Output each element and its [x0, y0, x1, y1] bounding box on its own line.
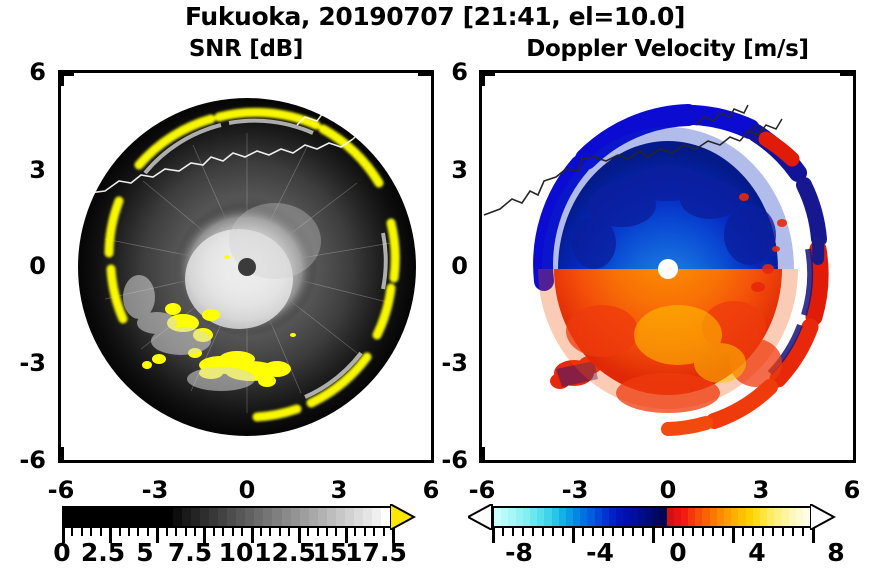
- snr-colorbar-over-arrow: [390, 504, 416, 530]
- snr-ytick-0: 6: [29, 58, 46, 86]
- doppler-cbar-label-1: -4: [586, 538, 614, 567]
- snr-colorbar-ticks: [62, 528, 395, 544]
- doppler-cbar-label-3: 4: [748, 538, 766, 567]
- panel-title-doppler: Doppler Velocity [m/s]: [526, 36, 809, 62]
- snr-cbar-label-7: 17.5: [345, 538, 407, 567]
- snr-cbar-label-6: 15: [312, 538, 348, 567]
- doppler-colorbar-over-arrow: [810, 504, 836, 530]
- doppler-ytick-1: 3: [451, 156, 468, 184]
- snr-xtick-2: 0: [238, 476, 256, 504]
- doppler-radar-image: [482, 73, 853, 460]
- snr-xtick-4: 6: [422, 476, 440, 504]
- doppler-ytick-0: 6: [451, 58, 468, 86]
- panel-title-snr: SNR [dB]: [188, 36, 304, 62]
- snr-cbar-label-4: 10: [218, 538, 254, 567]
- snr-ytick-1: 3: [29, 156, 46, 184]
- doppler-ytick-3: -3: [441, 349, 468, 377]
- figure-title: Fukuoka, 20190707 [21:41, el=10.0]: [185, 2, 685, 31]
- doppler-cbar-label-0: -8: [505, 538, 533, 567]
- snr-colorbar-gradient: [62, 506, 392, 528]
- doppler-xtick-1: -3: [561, 476, 589, 504]
- snr-cbar-label-1: 2.5: [80, 538, 126, 567]
- doppler-xtick-0: -6: [468, 476, 496, 504]
- snr-cbar-label-2: 5: [136, 538, 154, 567]
- radar-site-dot: [658, 259, 678, 279]
- snr-radar-image: [61, 73, 431, 460]
- doppler-ytick-2: 0: [451, 252, 468, 280]
- snr-xtick-1: -3: [141, 476, 169, 504]
- doppler-colorbar-gradient: [492, 506, 812, 528]
- snr-ytick-2: 0: [29, 252, 46, 280]
- doppler-plot-area: [482, 73, 853, 460]
- doppler-ytick-4: -6: [441, 446, 468, 474]
- doppler-xtick-2: 0: [659, 476, 677, 504]
- doppler-colorbar-ticks: [492, 528, 815, 544]
- plot-panel-snr[interactable]: [58, 70, 434, 463]
- snr-cbar-label-5: 12.5: [254, 538, 316, 567]
- doppler-colorbar-under-arrow: [468, 504, 493, 530]
- plot-panel-doppler[interactable]: [479, 70, 856, 463]
- snr-ytick-4: -6: [19, 446, 46, 474]
- doppler-cbar-label-2: 0: [669, 538, 687, 567]
- doppler-xtick-4: 6: [843, 476, 861, 504]
- doppler-cbar-label-4: 8: [827, 538, 845, 567]
- snr-cbar-label-3: 7.5: [167, 538, 213, 567]
- radar-site-dot: [238, 258, 256, 276]
- snr-plot-area: [61, 73, 431, 460]
- snr-cbar-label-0: 0: [53, 538, 71, 567]
- doppler-xtick-3: 3: [752, 476, 770, 504]
- snr-xtick-3: 3: [330, 476, 348, 504]
- snr-xtick-0: -6: [47, 476, 75, 504]
- snr-ytick-3: -3: [19, 349, 46, 377]
